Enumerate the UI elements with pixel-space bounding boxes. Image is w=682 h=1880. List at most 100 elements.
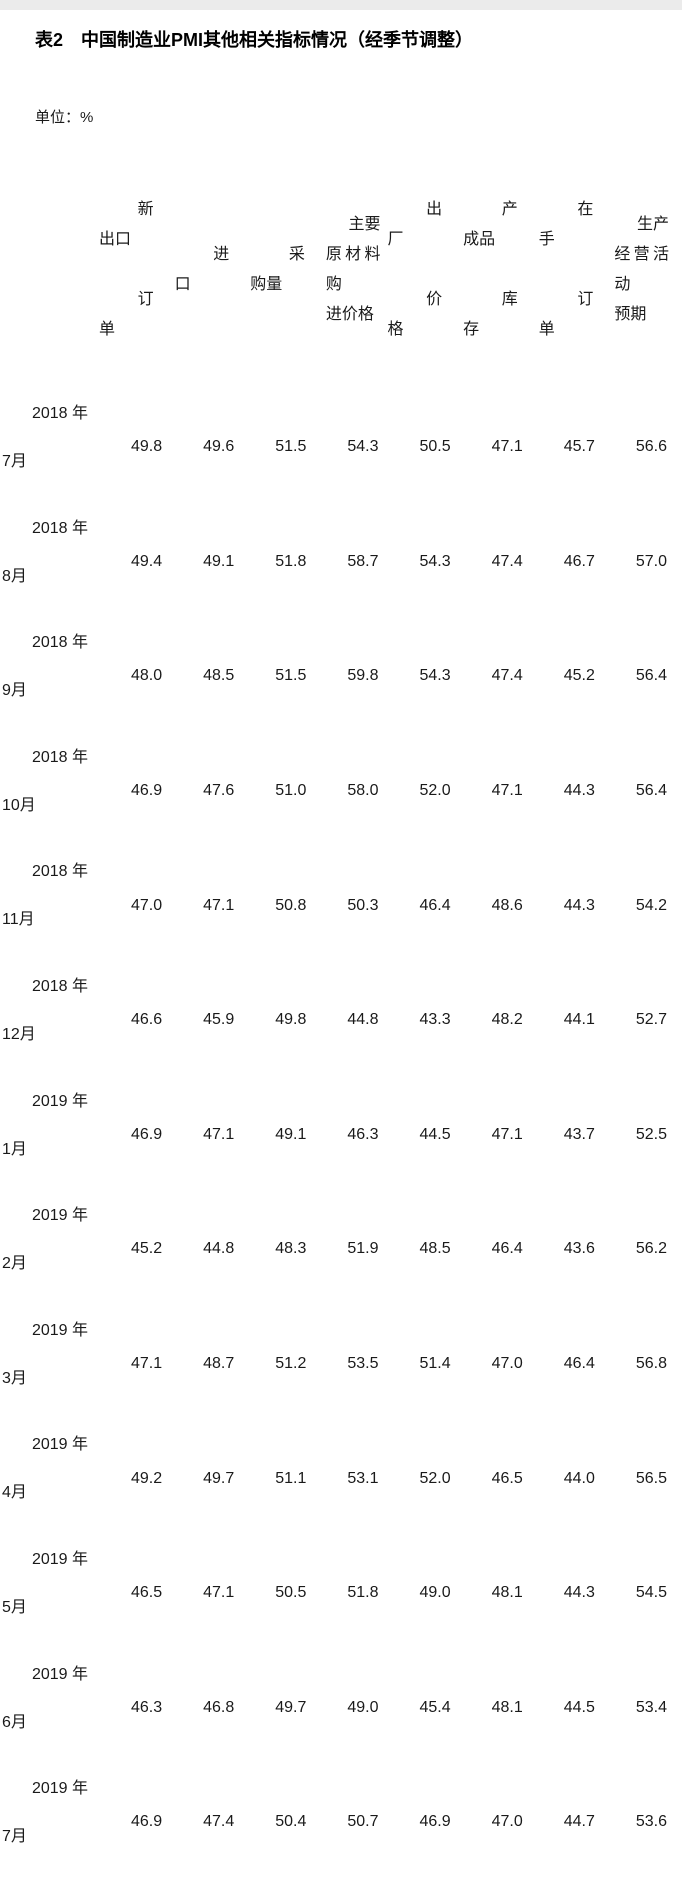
value-cell: 43.3 — [419, 1011, 451, 1029]
table-row: 2018 年 10月 46.9 47.6 51.0 58.0 52.0 47.1 44.3 56.… — [0, 734, 682, 849]
value-cell: 46.3 — [347, 1125, 379, 1143]
column-header-line: 口 — [174, 276, 191, 293]
row-month: 5月 — [2, 1598, 27, 1616]
value-cell: 56.4 — [635, 782, 667, 800]
value-cell: 52.5 — [635, 1125, 667, 1143]
value-cell: 49.8 — [275, 1011, 307, 1029]
value-cell: 45.7 — [563, 438, 595, 456]
value-cell: 48.1 — [491, 1584, 523, 1602]
column-header-line: 在 — [577, 201, 594, 218]
value-cell: 52.0 — [419, 782, 451, 800]
row-year: 2018 年 — [31, 519, 88, 537]
column-header-line: 手 — [538, 231, 555, 248]
value-cell: 48.5 — [203, 667, 235, 685]
value-cell: 56.4 — [635, 667, 667, 685]
value-cell: 52.7 — [635, 1011, 667, 1029]
value-cell: 49.7 — [275, 1698, 307, 1716]
value-cell: 58.7 — [347, 552, 379, 570]
column-header-line: 库 — [501, 291, 518, 308]
value-cell: 53.5 — [347, 1355, 379, 1373]
value-cell: 53.1 — [347, 1469, 379, 1487]
value-cell: 54.3 — [419, 552, 451, 570]
value-cell: 47.6 — [203, 782, 235, 800]
value-cell: 53.6 — [635, 1813, 667, 1831]
value-cell: 44.0 — [563, 1469, 595, 1487]
column-header-backlog-of-orders: 在手 订单 — [532, 150, 608, 390]
table-row: 2019 年 6月 46.3 46.8 49.7 49.0 45.4 48.1 44.5 53.4 — [0, 1651, 682, 1766]
column-header-line: 出 — [426, 201, 443, 218]
column-header-line: 单 — [538, 321, 555, 338]
value-cell: 56.2 — [635, 1240, 667, 1258]
value-cell: 50.5 — [419, 438, 451, 456]
value-cell: 49.6 — [203, 438, 235, 456]
value-cell: 44.3 — [563, 896, 595, 914]
row-month: 7月 — [2, 1828, 27, 1846]
table-row: 2019 年 3月 47.1 48.7 51.2 53.5 51.4 47.0 46.4 56.8 — [0, 1307, 682, 1422]
value-cell: 46.5 — [130, 1584, 163, 1602]
column-header-purchasing-volume: 采购量 — [243, 150, 319, 390]
pmi-table: 新出口 订单进口采购量 主要 原材料购 进价格出厂 价格产成品 库存在手 订单生产 经营… — [0, 150, 682, 1880]
table-row: 2019 年 1月 46.9 47.1 49.1 46.3 44.5 47.1 43.7 52.5 — [0, 1078, 682, 1193]
value-cell: 48.7 — [203, 1355, 235, 1373]
value-cell: 44.8 — [203, 1240, 235, 1258]
row-month: 10月 — [2, 796, 36, 814]
value-cell: 47.0 — [491, 1813, 523, 1831]
table-row: 2019 年 7月 46.9 47.4 50.4 50.7 46.9 47.0 44.7 53.6 — [0, 1765, 682, 1880]
table-row: 2018 年 7月 49.8 49.6 51.5 54.3 50.5 47.1 45.7 56.6 — [0, 390, 682, 505]
table-row: 2018 年 12月 46.6 45.9 49.8 44.8 43.3 48.2 44.1 52.… — [0, 963, 682, 1078]
value-cell: 54.2 — [635, 896, 667, 914]
column-header-line: 订 — [137, 291, 154, 308]
value-cell: 45.2 — [563, 667, 595, 685]
value-cell: 57.0 — [635, 552, 667, 570]
value-cell: 47.4 — [203, 1813, 235, 1831]
value-cell: 46.8 — [203, 1698, 235, 1716]
row-year: 2019 年 — [31, 1550, 88, 1568]
column-header-line: 新 — [137, 201, 154, 218]
value-cell: 51.0 — [275, 782, 307, 800]
column-header-line: 产 — [501, 201, 518, 218]
value-cell: 44.5 — [563, 1698, 595, 1716]
value-cell: 46.4 — [419, 896, 451, 914]
value-cell: 59.8 — [347, 667, 379, 685]
table-row: 2019 年 5月 46.5 47.1 50.5 51.8 49.0 48.1 44.3 54.5 — [0, 1536, 682, 1651]
row-label: 2018 年 12月 — [0, 963, 92, 1078]
row-year: 2019 年 — [31, 1665, 88, 1683]
column-header-finished-goods-inventory: 产成品 库存 — [456, 150, 532, 390]
column-header-line: 经营活动 — [614, 246, 669, 293]
value-cell: 50.4 — [275, 1813, 307, 1831]
value-cell: 44.7 — [563, 1813, 595, 1831]
value-cell: 48.2 — [491, 1011, 523, 1029]
value-cell: 44.3 — [563, 782, 595, 800]
value-cell: 48.6 — [491, 896, 523, 914]
value-cell: 47.0 — [491, 1355, 523, 1373]
row-month: 1月 — [2, 1140, 27, 1158]
table-body: 2018 年 7月 49.8 49.6 51.5 54.3 50.5 47.1 45.7 56.6… — [0, 390, 682, 1880]
value-cell: 49.8 — [130, 438, 163, 456]
row-month: 8月 — [2, 567, 27, 585]
row-label: 2018 年 7月 — [0, 390, 92, 505]
row-month: 4月 — [2, 1484, 27, 1502]
column-header-line — [388, 255, 443, 285]
value-cell: 46.9 — [130, 1125, 163, 1143]
page-title: 表2 中国制造业PMI其他相关指标情况（经季节调整） — [35, 30, 474, 50]
value-cell: 47.4 — [491, 667, 523, 685]
value-cell: 47.1 — [203, 1584, 235, 1602]
value-cell: 46.4 — [491, 1240, 523, 1258]
row-label: 2018 年 8月 — [0, 505, 92, 620]
row-label: 2018 年 11月 — [0, 848, 92, 963]
value-cell: 47.1 — [491, 1125, 523, 1143]
row-label: 2019 年 7月 — [0, 1765, 92, 1880]
column-header-line: 主要 — [348, 216, 381, 233]
table-row: 2018 年 9月 48.0 48.5 51.5 59.8 54.3 47.4 45.2 56.4 — [0, 619, 682, 734]
column-header-line: 格 — [387, 321, 404, 338]
value-cell: 45.2 — [130, 1240, 163, 1258]
column-header-line: 成品 — [463, 231, 496, 248]
column-header-line: 存 — [463, 321, 480, 338]
value-cell: 47.1 — [491, 438, 523, 456]
table-row: 2019 年 2月 45.2 44.8 48.3 51.9 48.5 46.4 43.6 56.2 — [0, 1192, 682, 1307]
column-header-imports: 进口 — [168, 150, 244, 390]
value-cell: 54.3 — [419, 667, 451, 685]
value-cell: 51.9 — [347, 1240, 379, 1258]
row-month: 9月 — [2, 682, 27, 700]
value-cell: 49.7 — [203, 1469, 235, 1487]
